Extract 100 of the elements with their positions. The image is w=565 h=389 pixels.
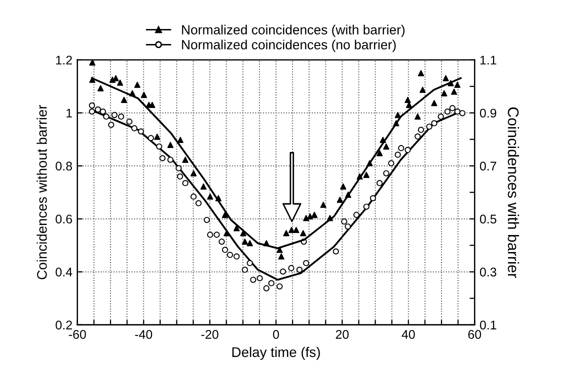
point (224, 230, 230, 236)
y2-tick-label: 0.7 (480, 162, 496, 171)
y-tick-label: 0.2 (56, 320, 72, 330)
point (88, 102, 96, 109)
y2-tick-label: 0.3 (480, 268, 496, 276)
point (156, 143, 162, 150)
point (293, 226, 300, 234)
y2-tick-label: 0.1 (480, 320, 496, 330)
point (418, 126, 424, 133)
point (303, 260, 310, 266)
point (190, 170, 197, 176)
point (288, 226, 295, 234)
point (134, 82, 140, 88)
point (117, 80, 124, 86)
point (356, 173, 363, 180)
point (380, 136, 386, 143)
x-tick-label: 20 (336, 330, 349, 339)
point (226, 252, 234, 258)
point (300, 230, 306, 236)
x-axis-title: Delay time (fs) (232, 346, 320, 360)
point (214, 232, 220, 238)
point (103, 114, 110, 120)
point (326, 214, 334, 222)
y2-tick-label: 0.9 (480, 108, 496, 118)
x-tick-label: 0 (273, 330, 279, 339)
point (268, 280, 274, 286)
y-tick-label: 0.8 (56, 162, 72, 171)
point (108, 122, 114, 128)
point (167, 156, 174, 163)
legend-label: Normalized coincidences (no barrier) (182, 40, 396, 52)
point (242, 266, 248, 273)
point (454, 82, 460, 88)
point (366, 160, 373, 166)
point (222, 246, 228, 253)
point (320, 202, 326, 208)
x-tick-label: -20 (201, 330, 218, 339)
x-tick-label: 60 (468, 330, 482, 339)
point (242, 238, 248, 245)
point (448, 80, 454, 86)
point (111, 112, 118, 118)
point (450, 88, 458, 95)
point (431, 120, 438, 126)
point (370, 195, 376, 202)
point (120, 96, 128, 103)
point (383, 143, 390, 150)
point (280, 268, 286, 275)
point (126, 118, 132, 125)
point (336, 196, 343, 203)
point (341, 218, 348, 225)
y2-tick-label: 0.5 (480, 214, 496, 224)
point (100, 108, 106, 115)
point (431, 100, 438, 106)
point (394, 152, 401, 158)
y-tick-label: 1.2 (56, 56, 72, 64)
point (376, 180, 383, 186)
point (363, 204, 370, 210)
point (353, 212, 360, 218)
point (138, 128, 144, 135)
point (283, 230, 290, 236)
x-tick-label: 40 (402, 330, 415, 339)
point (89, 76, 96, 83)
point (340, 183, 346, 190)
point (263, 285, 270, 292)
x-tick-label: -40 (135, 330, 152, 339)
point (404, 146, 411, 154)
point (204, 216, 210, 223)
point (376, 150, 383, 156)
point (167, 142, 174, 148)
y-axis-title: Coincidences without barrier (36, 104, 47, 280)
point (414, 133, 421, 140)
point (246, 260, 253, 266)
point (307, 213, 314, 220)
point (222, 212, 228, 218)
point (118, 114, 124, 120)
point (332, 248, 339, 255)
point (177, 136, 184, 143)
point (148, 134, 154, 142)
legend-label: Normalized coincidences (with barrier) (182, 24, 405, 38)
point (404, 96, 411, 103)
point (388, 160, 394, 166)
point (441, 90, 448, 96)
point (394, 112, 401, 118)
y-tick-label: 1 (66, 108, 72, 118)
point (234, 253, 240, 260)
point (276, 246, 283, 253)
point (442, 75, 449, 82)
y-tick-label: 0.6 (56, 214, 72, 224)
point (276, 283, 283, 290)
point (182, 156, 188, 163)
point (383, 170, 390, 176)
point (296, 266, 303, 273)
point (345, 192, 352, 198)
point (363, 172, 370, 178)
point (278, 253, 284, 260)
point (438, 114, 444, 120)
point (311, 212, 318, 218)
point (94, 106, 102, 113)
point (288, 265, 294, 272)
point (234, 225, 240, 232)
point (195, 200, 202, 206)
